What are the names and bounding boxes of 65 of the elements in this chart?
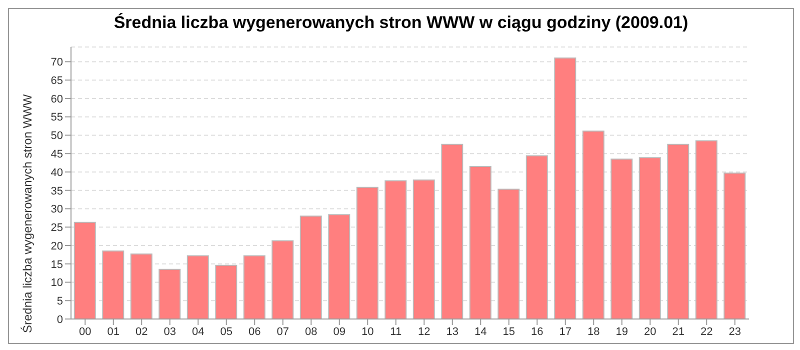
bar (638, 157, 661, 319)
bar (158, 268, 181, 319)
x-tick-label: 12 (418, 326, 430, 338)
x-tick-label: 16 (531, 326, 544, 338)
x-tick-label: 07 (276, 326, 289, 338)
x-tick-label: 01 (107, 326, 120, 338)
x-tick-label: 13 (446, 326, 458, 338)
x-tick-label: 03 (164, 326, 176, 338)
y-tick-label: 40 (50, 166, 63, 179)
y-axis-title: Średnia liczba wygenerowanych stron WWW (20, 94, 34, 333)
x-tick-label: 20 (644, 326, 656, 338)
x-tick-label: 00 (79, 326, 92, 338)
bar (412, 180, 435, 319)
bar (272, 240, 294, 319)
bar (102, 250, 124, 319)
bar (74, 222, 96, 319)
bar (469, 166, 492, 319)
x-tick-label: 15 (502, 326, 515, 338)
x-tick-label: 06 (248, 326, 261, 338)
y-tick-label: 45 (50, 148, 63, 160)
x-tick-label: 22 (700, 326, 713, 338)
chart-title: Średnia liczba wygenerowanych stron WWW w ciągu godziny (2009.01) (112, 12, 690, 34)
x-tick-label: 17 (559, 326, 572, 338)
y-tick-label: 50 (50, 130, 63, 142)
y-tick-label: 5 (56, 296, 63, 308)
y-tick-label: 0 (56, 314, 63, 326)
x-tick-label: 09 (333, 326, 346, 338)
bar (215, 264, 238, 319)
bar (300, 216, 322, 319)
bar (356, 186, 378, 319)
bar (384, 180, 407, 319)
bar (130, 253, 152, 319)
x-tick-label: 23 (728, 326, 741, 338)
x-tick-label: 21 (672, 326, 684, 338)
bar (667, 144, 690, 319)
y-tick-label: 35 (50, 185, 63, 198)
x-tick-label: 04 (192, 326, 204, 338)
y-tick-label: 30 (50, 204, 63, 216)
x-tick-label: 02 (136, 326, 148, 338)
x-tick-label: 10 (362, 326, 374, 338)
bar (610, 158, 633, 319)
bar (695, 140, 718, 319)
x-tick-label: 05 (220, 326, 232, 338)
y-tick-label: 25 (50, 222, 63, 234)
y-tick-label: 55 (50, 112, 63, 124)
bar (441, 144, 464, 319)
y-tick-label: 10 (50, 277, 63, 290)
bar (498, 188, 520, 319)
y-tick-label: 60 (50, 93, 63, 106)
bar (724, 172, 746, 319)
bar (186, 255, 209, 319)
y-tick-label: 20 (50, 240, 63, 252)
y-tick-label: 15 (50, 258, 63, 271)
bar (526, 155, 548, 319)
x-tick-label: 19 (616, 326, 628, 338)
x-tick-label: 18 (588, 326, 600, 338)
bar (243, 255, 266, 319)
x-tick-label: 08 (305, 326, 318, 338)
x-tick-label: 14 (474, 326, 487, 338)
y-tick-label: 65 (50, 74, 63, 87)
y-tick-label: 70 (50, 56, 63, 69)
bar (582, 130, 604, 319)
bar (554, 58, 576, 319)
x-tick-label: 11 (390, 326, 402, 338)
bar (328, 214, 350, 319)
